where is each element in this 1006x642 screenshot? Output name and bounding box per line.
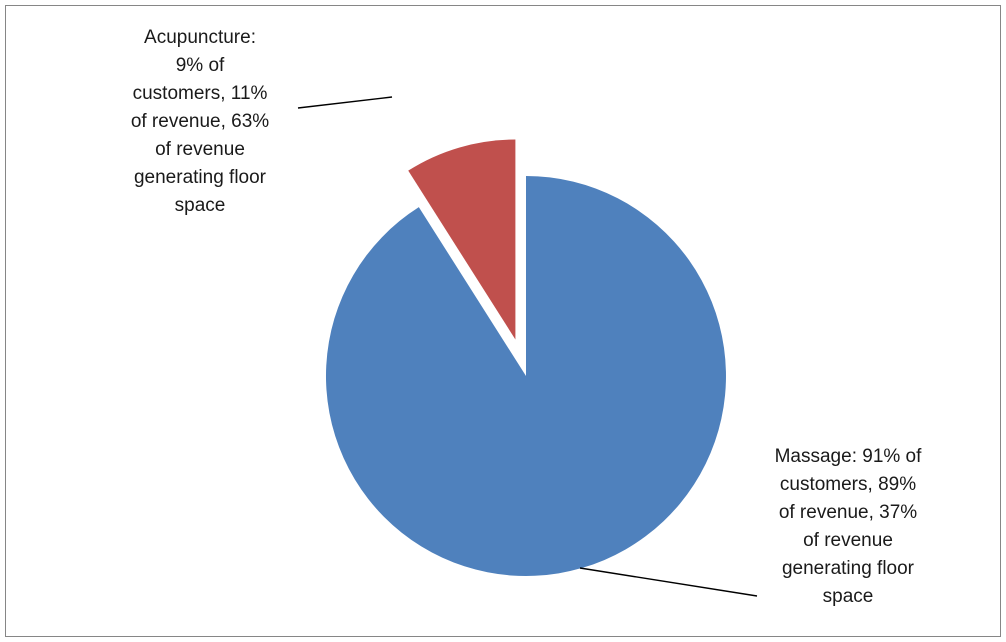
data-label-massage: Massage: 91% of customers, 89% of revenu… <box>774 446 922 607</box>
pie-slices <box>325 139 726 576</box>
pie-slice-acupuncture <box>408 139 516 340</box>
leader-line-acupuncture <box>297 96 393 109</box>
pie-slice-massage <box>325 176 726 576</box>
leader-lines <box>297 96 758 597</box>
data-label-acupuncture: Acupuncture: 9% of customers, 11% of rev… <box>130 27 270 216</box>
leader-line-massage <box>579 567 758 597</box>
